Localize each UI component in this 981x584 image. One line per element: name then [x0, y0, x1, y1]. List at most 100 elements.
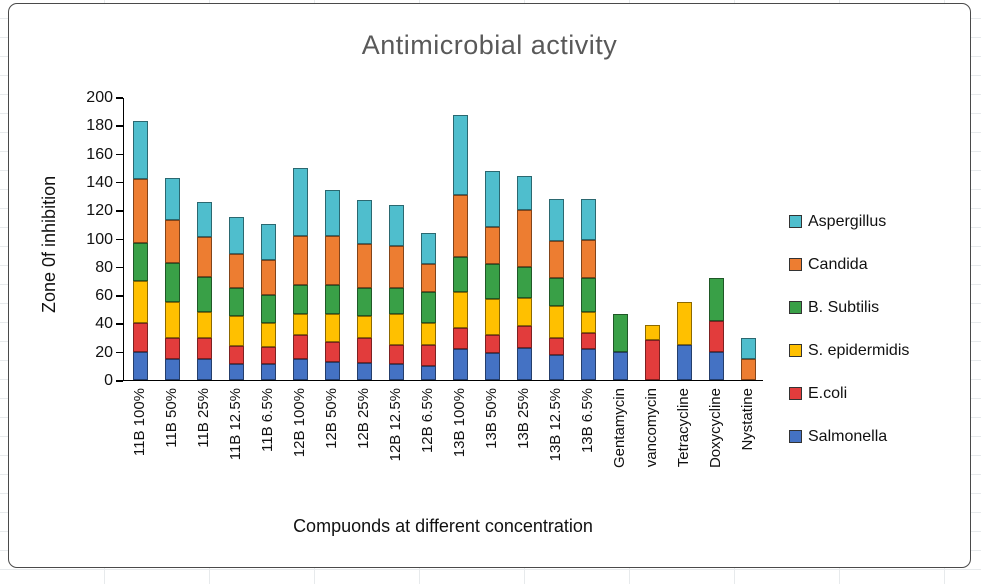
legend-item: B. Subtilis [789, 286, 909, 329]
y-tick-mark [116, 266, 123, 269]
y-tick-mark [116, 210, 123, 212]
bar [196, 201, 212, 380]
bar-segment [676, 302, 692, 345]
bar-segment [356, 244, 372, 289]
y-tick-label: 40 [95, 315, 113, 333]
bar-segment [484, 170, 500, 228]
bar [420, 232, 436, 380]
legend-label: Aspergillus [808, 212, 887, 230]
legend: Aspergillus Candida B. Subtilis S. epidermi… [789, 200, 909, 458]
chart-title: Antimicrobial activity [361, 30, 618, 60]
bar-segment [452, 256, 468, 293]
bar-segment [132, 280, 148, 324]
bar-segment [420, 264, 436, 293]
bar-segment [356, 288, 372, 317]
bar-segment [580, 312, 596, 334]
bar-segment [644, 340, 660, 380]
bar-segment [484, 227, 500, 264]
bar-segment [708, 351, 724, 380]
bar-segment [324, 313, 340, 342]
bar-segment [388, 313, 404, 345]
bar-segment [452, 292, 468, 328]
legend-label: B. Subtilis [808, 298, 880, 316]
y-tick-mark [116, 380, 123, 382]
bar-segment [452, 327, 468, 349]
bar-segment [196, 237, 212, 277]
bar-segment [452, 348, 468, 380]
bar-segment [132, 323, 148, 352]
x-tick-label: 12B 25% [354, 388, 372, 449]
x-tick-label: 12B 6.5% [418, 388, 436, 454]
bar-segment [356, 200, 372, 245]
bar-segment [132, 242, 148, 281]
bar-segment [516, 210, 532, 267]
plot-area [123, 98, 763, 381]
bar-segment [164, 262, 180, 303]
legend-color-swatch [789, 301, 802, 314]
x-tick-cell: 12B 12.5% [379, 388, 411, 504]
bar-segment [228, 346, 244, 365]
bar-segment [484, 263, 500, 300]
legend-label: Salmonella [808, 427, 888, 445]
bar-segment [324, 235, 340, 286]
bar [292, 167, 308, 380]
bar [452, 115, 468, 380]
bar-segment [164, 337, 180, 359]
bar-segment [292, 167, 308, 236]
bar-segment [228, 254, 244, 289]
bar-segment [324, 285, 340, 314]
bars-area [124, 98, 763, 380]
legend-item: Aspergillus [789, 200, 909, 243]
bar-segment [292, 285, 308, 314]
bar-segment [580, 348, 596, 380]
bar [708, 278, 724, 380]
y-tick-label: 60 [95, 287, 113, 305]
x-tick-cell: Doxycycline [699, 388, 731, 504]
bar-segment [420, 232, 436, 265]
bar-segment [548, 306, 564, 338]
bar-segment [388, 288, 404, 314]
bar-segment [260, 259, 276, 296]
bar [324, 190, 340, 380]
legend-item: Salmonella [789, 415, 909, 458]
bar-segment [708, 278, 724, 321]
x-tick-cell: 11B 25% [187, 388, 219, 504]
legend-item: S. epidermidis [789, 329, 909, 372]
chart-container: Antimicrobial activity Zone 0f inhibitio… [8, 3, 971, 568]
bar-segment [132, 351, 148, 380]
y-tick-mark [116, 351, 123, 354]
bar-segment [580, 239, 596, 279]
bar-segment [484, 334, 500, 354]
bar-segment [324, 341, 340, 362]
x-tick-label: 11B 6.5% [258, 388, 276, 452]
legend-label: S. epidermidis [808, 341, 910, 359]
bar-segment [420, 292, 436, 324]
x-tick-label: 12B 50% [322, 388, 340, 449]
x-tick-cell: 12B 100% [283, 388, 315, 504]
y-tick-label: 160 [86, 145, 113, 163]
bar [260, 224, 276, 380]
bar-segment [452, 115, 468, 195]
bar-segment [228, 316, 244, 347]
x-tick-cell: 11B 100% [123, 388, 155, 504]
bar-segment [740, 337, 756, 359]
x-tick-cell: 13B 25% [507, 388, 539, 504]
y-tick-label: 180 [86, 117, 113, 135]
bar-segment [196, 358, 212, 380]
x-tick-label: 13B 25% [514, 388, 532, 449]
legend-color-swatch [789, 215, 802, 228]
bar-segment [740, 358, 756, 380]
y-tick-mark [116, 153, 123, 156]
bar-segment [164, 302, 180, 338]
y-tick-label: 140 [86, 173, 113, 191]
y-tick-label: 120 [86, 202, 113, 220]
bar-segment [132, 179, 148, 243]
x-tick-cell: 11B 50% [155, 388, 187, 504]
bar [612, 313, 628, 380]
bar-segment [164, 177, 180, 221]
x-tick-label: 11B 50% [162, 388, 180, 448]
x-tick-label: 12B 12.5% [386, 388, 404, 462]
bar-segment [612, 351, 628, 380]
bar-segment [676, 344, 692, 380]
bar-segment [516, 176, 532, 211]
